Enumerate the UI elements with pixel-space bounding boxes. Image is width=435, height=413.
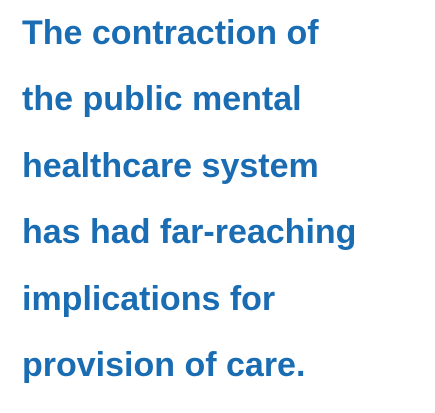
quote-line: implications for [22,279,276,318]
quote-line: has had far-reaching [22,213,357,252]
quote-line: the public mental [22,80,302,119]
quote-line: healthcare system [22,146,319,185]
quote-line: provision of care. [22,346,306,385]
quote-line: The contraction of [22,14,319,52]
